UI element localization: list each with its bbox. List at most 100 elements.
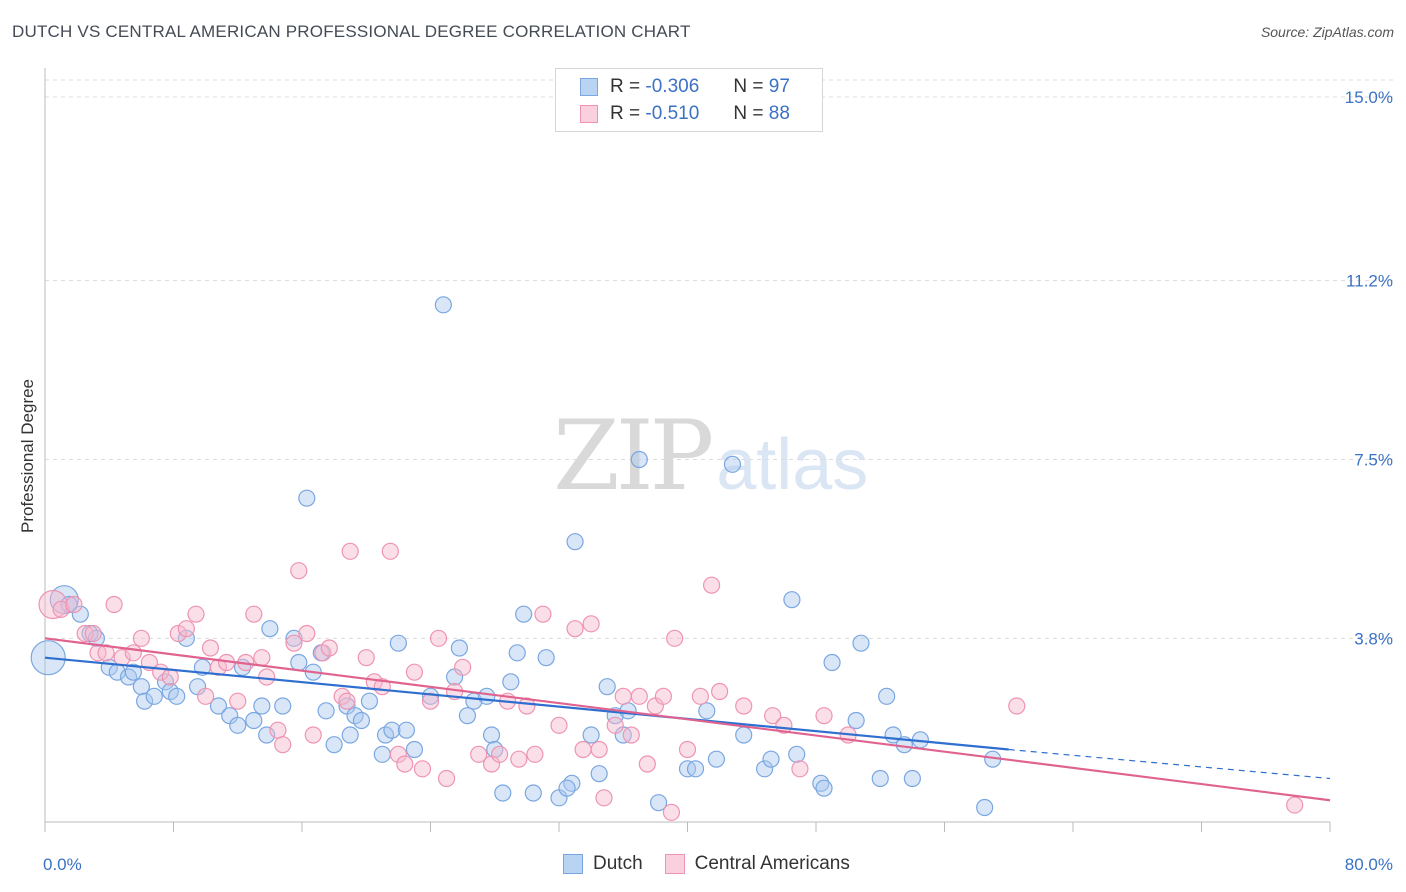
ca-trend-line xyxy=(44,637,1331,802)
data-point xyxy=(815,779,833,797)
x-tick-label: 0.0% xyxy=(43,855,82,874)
data-point xyxy=(903,769,921,788)
data-point xyxy=(197,687,215,705)
dutch-points xyxy=(30,296,1002,817)
data-point xyxy=(976,798,994,817)
n-value: 97 xyxy=(768,76,790,97)
y-tick-label: 3.8% xyxy=(1354,629,1393,648)
data-point xyxy=(630,450,648,469)
data-point xyxy=(325,736,343,754)
data-point xyxy=(649,794,668,812)
data-point xyxy=(458,707,477,725)
data-point xyxy=(595,789,613,807)
data-point xyxy=(815,707,833,725)
data-point xyxy=(258,726,276,744)
data-point xyxy=(723,455,742,473)
data-point xyxy=(124,663,142,681)
data-point xyxy=(269,721,287,739)
legend-label: Dutch xyxy=(593,853,643,874)
data-point xyxy=(245,711,263,730)
data-point xyxy=(735,697,753,715)
zipatlas-watermark: ZIPatlas xyxy=(553,400,869,512)
data-point xyxy=(397,721,416,739)
data-point xyxy=(563,774,581,792)
data-point xyxy=(566,533,584,551)
data-point xyxy=(574,740,592,759)
data-point xyxy=(187,605,205,623)
data-point xyxy=(169,624,187,643)
data-point xyxy=(598,678,616,696)
data-point xyxy=(654,687,673,705)
central-americans-points xyxy=(38,542,1304,821)
r-value: -0.306 xyxy=(645,76,700,97)
dutch-trend-line xyxy=(44,656,1009,751)
data-point xyxy=(421,692,440,710)
legend-item-dutch[interactable]: Dutch xyxy=(563,853,643,875)
data-point xyxy=(606,716,624,734)
r-label: R = xyxy=(610,76,641,97)
data-point xyxy=(389,634,407,652)
data-point xyxy=(97,644,115,662)
n-label: N = xyxy=(733,103,764,124)
data-point xyxy=(691,687,709,705)
data-point xyxy=(755,760,774,778)
data-point xyxy=(87,629,106,647)
data-point xyxy=(847,711,865,730)
data-point xyxy=(119,668,138,686)
data-point xyxy=(145,687,163,705)
data-point xyxy=(622,726,640,744)
data-point xyxy=(812,774,830,792)
data-point xyxy=(852,634,870,652)
data-point xyxy=(524,784,542,802)
ca-swatch xyxy=(664,854,685,874)
data-point xyxy=(274,697,292,715)
axes xyxy=(44,68,1331,832)
legend-item-central-americans[interactable]: Central Americans xyxy=(664,853,850,875)
data-point xyxy=(84,624,102,643)
data-point xyxy=(871,769,889,788)
data-point xyxy=(320,639,338,657)
data-point xyxy=(678,740,697,759)
data-point xyxy=(261,620,279,638)
gridlines xyxy=(45,79,1395,639)
data-point xyxy=(454,658,472,676)
data-point xyxy=(823,653,841,672)
data-point xyxy=(132,629,150,647)
correlation-legend: R = -0.306 N = 97 R = -0.510 N = 88 xyxy=(555,68,823,132)
data-point xyxy=(510,750,528,768)
data-point xyxy=(60,595,78,614)
trend-lines xyxy=(44,637,1331,802)
data-point xyxy=(515,605,533,623)
data-point xyxy=(52,600,70,618)
data-point xyxy=(666,629,684,647)
data-point xyxy=(341,542,359,560)
data-point xyxy=(707,750,726,768)
data-point xyxy=(405,740,424,759)
data-point xyxy=(558,779,576,797)
data-point xyxy=(791,760,809,778)
data-point xyxy=(333,687,351,705)
data-point xyxy=(711,682,729,701)
tick-labels: 3.8% 7.5% 11.2% 15.0% 0.0% 80.0% xyxy=(43,88,1393,874)
dutch-trend-extension xyxy=(1008,748,1331,780)
data-point xyxy=(702,576,721,594)
data-point xyxy=(383,721,401,739)
series-legend: Dutch Central Americans xyxy=(563,852,872,876)
ca-swatch xyxy=(580,105,598,123)
data-point xyxy=(762,750,780,768)
data-point xyxy=(105,595,123,614)
chart-title: DUTCH VS CENTRAL AMERICAN PROFESSIONAL D… xyxy=(12,22,691,41)
data-point xyxy=(582,615,600,633)
r-value: -0.510 xyxy=(645,103,700,124)
source-credit: Source: ZipAtlas.com xyxy=(1260,24,1394,40)
data-point xyxy=(396,755,414,773)
data-point xyxy=(285,634,303,652)
data-point xyxy=(686,760,705,778)
r-label: R = xyxy=(610,103,641,124)
data-point xyxy=(470,745,488,763)
data-point xyxy=(65,595,83,614)
data-point xyxy=(638,755,656,773)
data-point xyxy=(1008,697,1026,715)
data-point xyxy=(317,702,335,720)
data-point xyxy=(209,697,228,715)
